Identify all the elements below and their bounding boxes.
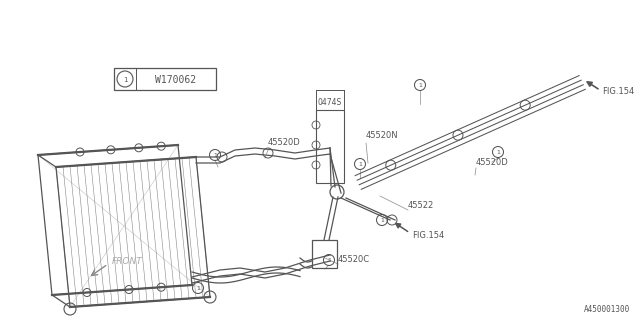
Bar (114, 68, 216, 90)
Text: 1: 1 (496, 150, 500, 155)
Text: 45522: 45522 (408, 201, 435, 210)
Text: 45520D: 45520D (476, 158, 509, 167)
Text: 0474S: 0474S (317, 98, 341, 107)
Text: 1: 1 (213, 153, 217, 158)
Text: 45520D: 45520D (268, 138, 301, 147)
Text: FIG.154: FIG.154 (602, 87, 635, 96)
Text: FIG.154: FIG.154 (412, 230, 444, 239)
Text: 1: 1 (418, 83, 422, 88)
Text: 1: 1 (358, 162, 362, 167)
Text: 45520C: 45520C (338, 255, 370, 264)
Bar (312, 240, 337, 268)
Text: 1: 1 (196, 286, 200, 291)
Bar (316, 110, 344, 183)
Text: 45520N: 45520N (366, 131, 399, 140)
Text: 1: 1 (380, 218, 384, 223)
Text: 1: 1 (327, 258, 331, 263)
Text: FRONT: FRONT (112, 258, 143, 267)
Text: 1: 1 (123, 76, 127, 83)
Text: A450001300: A450001300 (584, 305, 630, 314)
Text: W170062: W170062 (156, 75, 196, 85)
